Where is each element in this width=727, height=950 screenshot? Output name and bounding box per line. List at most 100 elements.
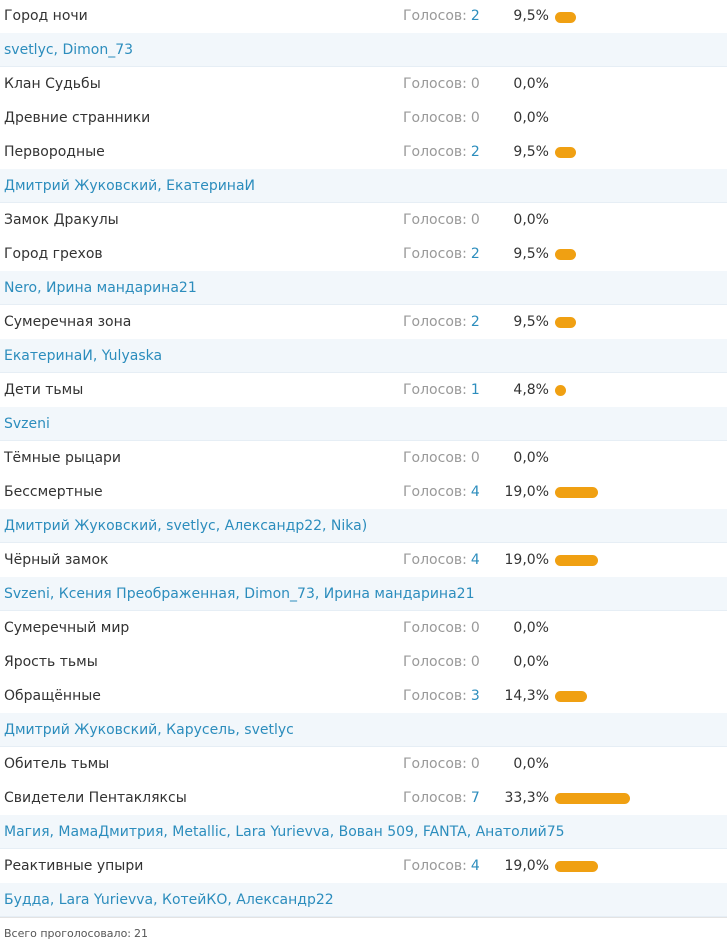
poll-option-row: Тёмные рыцари Голосов: 0 0,0%	[0, 441, 727, 475]
poll-option-row: Ярость тьмы Голосов: 0 0,0%	[0, 645, 727, 679]
votes-count: 0	[470, 110, 480, 126]
votes-count: 0	[470, 756, 480, 772]
option-percent-bar	[555, 793, 630, 804]
option-votes: Голосов: 3	[403, 679, 480, 713]
option-percent: 9,5%	[513, 8, 549, 24]
option-percent: 14,3%	[504, 688, 549, 704]
votes-count[interactable]: 4	[470, 484, 480, 500]
votes-count: 0	[470, 654, 480, 670]
votes-label: Голосов:	[403, 756, 467, 772]
poll-option-row: Клан Судьбы Голосов: 0 0,0%	[0, 67, 727, 101]
votes-count: 0	[470, 212, 480, 228]
option-percent: 0,0%	[513, 450, 549, 466]
option-votes: Голосов: 4	[403, 849, 480, 883]
option-votes: Голосов: 0	[403, 203, 480, 237]
option-percent-bar	[555, 12, 576, 23]
votes-count[interactable]: 2	[470, 144, 480, 160]
poll-results: Город ночи Голосов: 2 9,5% svetlyc, Dimon_73…	[0, 0, 727, 917]
option-title: Город ночи	[4, 8, 88, 24]
option-title: Город грехов	[4, 246, 103, 262]
voter-list[interactable]: Дмитрий Жуковский, ЕкатеринаИ	[4, 178, 256, 194]
option-votes: Голосов: 2	[403, 305, 480, 339]
option-percent-bar	[555, 487, 598, 498]
option-percent: 0,0%	[513, 620, 549, 636]
option-title: Реактивные упыри	[4, 858, 144, 874]
voter-list[interactable]: ЕкатеринаИ, Yulyaska	[4, 348, 163, 364]
votes-count: 0	[470, 620, 480, 636]
voter-list[interactable]: Svzeni, Ксения Преображенная, Dimon_73, …	[4, 586, 475, 602]
voter-list[interactable]: svetlyc, Dimon_73	[4, 42, 134, 58]
option-percent: 0,0%	[513, 756, 549, 772]
votes-count[interactable]: 2	[470, 8, 480, 24]
votes-count[interactable]: 3	[470, 688, 480, 704]
option-percent: 9,5%	[513, 144, 549, 160]
poll-option-row: Сумеречный мир Голосов: 0 0,0%	[0, 611, 727, 645]
option-votes: Голосов: 2	[403, 0, 480, 33]
voter-list[interactable]: Nero, Ирина мандарина21	[4, 280, 197, 296]
votes-label: Голосов:	[403, 858, 467, 874]
option-votes: Голосов: 4	[403, 543, 480, 577]
option-title: Свидетели Пентакляксы	[4, 790, 187, 806]
option-title: Древние странники	[4, 110, 151, 126]
option-title: Первородные	[4, 144, 105, 160]
option-title: Дети тьмы	[4, 382, 84, 398]
option-votes: Голосов: 0	[403, 441, 480, 475]
voters-row: Будда, Lara Yurievva, КотейКО, Александр…	[0, 883, 727, 917]
option-percent: 33,3%	[504, 790, 549, 806]
option-title: Сумеречная зона	[4, 314, 132, 330]
voters-row: Дмитрий Жуковский, Карусель, svetlyc	[0, 713, 727, 747]
poll-option-row: Древние странники Голосов: 0 0,0%	[0, 101, 727, 135]
option-percent: 0,0%	[513, 76, 549, 92]
voters-row: Svzeni	[0, 407, 727, 441]
poll-option-row: Сумеречная зона Голосов: 2 9,5%	[0, 305, 727, 339]
option-title: Обитель тьмы	[4, 756, 110, 772]
voter-list[interactable]: Магия, МамаДмитрия, Metallic, Lara Yurie…	[4, 824, 565, 840]
poll-option-row: Замок Дракулы Голосов: 0 0,0%	[0, 203, 727, 237]
option-votes: Голосов: 0	[403, 67, 480, 101]
votes-label: Голосов:	[403, 382, 467, 398]
option-votes: Голосов: 0	[403, 645, 480, 679]
poll-total: Всего проголосовало: 21	[0, 917, 727, 948]
votes-label: Голосов:	[403, 790, 467, 806]
votes-label: Голосов:	[403, 212, 467, 228]
voter-list[interactable]: Дмитрий Жуковский, Карусель, svetlyc	[4, 722, 294, 738]
option-percent-bar	[555, 861, 598, 872]
votes-count[interactable]: 2	[470, 246, 480, 262]
option-percent: 19,0%	[504, 484, 549, 500]
option-title: Бессмертные	[4, 484, 103, 500]
option-title: Клан Судьбы	[4, 76, 101, 92]
total-label: Всего проголосовало:	[4, 927, 132, 940]
votes-count[interactable]: 1	[470, 382, 480, 398]
votes-count[interactable]: 4	[470, 552, 480, 568]
votes-count[interactable]: 4	[470, 858, 480, 874]
option-votes: Голосов: 2	[403, 135, 480, 169]
poll-option-row: Реактивные упыри Голосов: 4 19,0%	[0, 849, 727, 883]
voter-list[interactable]: Дмитрий Жуковский, svetlyc, Александр22,…	[4, 518, 368, 534]
poll-option-row: Первородные Голосов: 2 9,5%	[0, 135, 727, 169]
voters-row: ЕкатеринаИ, Yulyaska	[0, 339, 727, 373]
option-votes: Голосов: 0	[403, 101, 480, 135]
total-count: 21	[134, 927, 149, 940]
votes-count[interactable]: 2	[470, 314, 480, 330]
option-title: Обращённые	[4, 688, 101, 704]
votes-label: Голосов:	[403, 246, 467, 262]
option-percent-bar	[555, 385, 566, 396]
option-title: Ярость тьмы	[4, 654, 98, 670]
voter-list[interactable]: Будда, Lara Yurievva, КотейКО, Александр…	[4, 892, 334, 908]
option-title: Сумеречный мир	[4, 620, 130, 636]
voters-row: Svzeni, Ксения Преображенная, Dimon_73, …	[0, 577, 727, 611]
poll-option-row: Дети тьмы Голосов: 1 4,8%	[0, 373, 727, 407]
option-percent-bar	[555, 691, 587, 702]
votes-label: Голосов:	[403, 450, 467, 466]
votes-label: Голосов:	[403, 654, 467, 670]
voters-row: svetlyc, Dimon_73	[0, 33, 727, 67]
option-percent: 0,0%	[513, 654, 549, 670]
votes-count: 0	[470, 76, 480, 92]
poll-option-row: Город ночи Голосов: 2 9,5%	[0, 0, 727, 33]
option-votes: Голосов: 0	[403, 611, 480, 645]
poll-option-row: Свидетели Пентакляксы Голосов: 7 33,3%	[0, 781, 727, 815]
poll-option-row: Город грехов Голосов: 2 9,5%	[0, 237, 727, 271]
voter-list[interactable]: Svzeni	[4, 416, 50, 432]
voters-row: Магия, МамаДмитрия, Metallic, Lara Yurie…	[0, 815, 727, 849]
votes-count[interactable]: 7	[470, 790, 480, 806]
